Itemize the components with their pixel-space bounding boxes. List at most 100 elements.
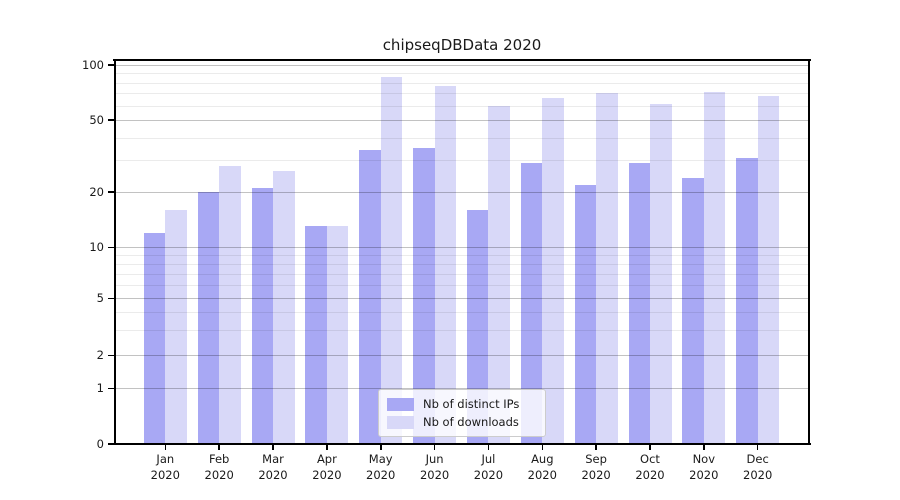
- bar-distinct-ips-aug: [520, 162, 543, 444]
- gridline-minor-60: [115, 105, 809, 107]
- x-tick-month: Apr: [316, 452, 337, 466]
- x-tick-mar: [272, 445, 274, 450]
- y-tick-label-10: 10: [89, 240, 104, 255]
- y-tick-2: [108, 354, 114, 357]
- gridline-minor-4: [115, 312, 809, 314]
- bar-downloads-aug: [542, 98, 564, 444]
- bar-distinct-ips-nov: [682, 177, 704, 444]
- x-tick-label-jan: Jan 2020: [134, 452, 196, 483]
- x-tick-year: 2020: [419, 467, 450, 482]
- legend-label-distinct-ips: Nb of distinct IPs: [423, 396, 520, 411]
- x-tick-label-apr: Apr 2020: [296, 452, 358, 483]
- bar-distinct-ips-feb: [197, 192, 220, 444]
- x-tick-jul: [487, 445, 490, 450]
- x-tick-month: Sep: [585, 452, 607, 466]
- x-tick-label-may: May 2020: [350, 452, 412, 483]
- legend-label-downloads: Nb of downloads: [423, 414, 519, 429]
- bars-layer: [115, 60, 809, 444]
- x-tick-year: 2020: [689, 467, 719, 482]
- gridline-minor-6: [115, 284, 809, 286]
- y-tick-20: [108, 191, 114, 193]
- x-tick-month: Nov: [692, 452, 716, 466]
- x-tick-year: 2020: [635, 467, 665, 482]
- y-tick-100: [108, 64, 114, 66]
- bar-downloads-may: [380, 77, 403, 444]
- y-tick-label-100: 100: [82, 58, 104, 72]
- bar-distinct-ips-apr: [305, 226, 327, 444]
- y-tick-1: [108, 387, 114, 390]
- bar-downloads-feb: [219, 165, 241, 444]
- gridline-major-5: [115, 298, 809, 300]
- x-tick-feb: [218, 445, 220, 450]
- x-tick-year: 2020: [473, 467, 504, 482]
- y-tick-label-20: 20: [89, 185, 104, 199]
- gridlines-layer: [115, 60, 809, 444]
- legend: Nb of distinct IPs Nb of downloads: [378, 389, 546, 437]
- gridline-minor-3: [115, 330, 809, 332]
- y-tick-10: [108, 246, 114, 249]
- y-tick-label-50: 50: [89, 113, 104, 127]
- gridline-minor-80: [115, 82, 809, 84]
- bar-downloads-mar: [273, 171, 295, 444]
- x-tick-month: Jun: [425, 452, 444, 466]
- bar-distinct-ips-mar: [251, 188, 273, 444]
- gridline-minor-30: [115, 160, 809, 162]
- x-tick-label-sep: Sep 2020: [565, 452, 627, 483]
- gridline-major-10: [115, 247, 809, 249]
- x-tick-month: Jul: [481, 452, 496, 466]
- x-tick-label-nov: Nov 2020: [673, 452, 735, 483]
- bar-distinct-ips-may: [359, 150, 381, 444]
- bottom-spine: [113, 443, 811, 445]
- y-tick-label-1: 1: [96, 381, 104, 396]
- bar-downloads-dec: [757, 95, 780, 444]
- legend-swatch-distinct-ips: [387, 397, 414, 411]
- x-tick-aug: [541, 445, 543, 450]
- legend-row-distinct-ips: Nb of distinct IPs: [387, 396, 537, 411]
- y-tick-label-2: 2: [96, 348, 104, 363]
- x-tick-oct: [649, 445, 651, 450]
- y-tick-label-0: 0: [96, 437, 104, 451]
- gridline-minor-7: [115, 273, 809, 275]
- legend-swatch-downloads: [387, 415, 414, 429]
- x-tick-month: Oct: [640, 452, 660, 466]
- x-tick-year: 2020: [204, 467, 234, 482]
- y-tick-50: [108, 119, 114, 121]
- bar-downloads-apr: [326, 226, 349, 444]
- x-tick-year: 2020: [366, 467, 396, 482]
- gridline-minor-70: [115, 93, 809, 95]
- bar-downloads-nov: [703, 92, 726, 444]
- x-tick-year: 2020: [258, 467, 288, 482]
- gridline-minor-90: [115, 73, 809, 75]
- x-tick-jun: [433, 445, 436, 450]
- x-tick-label-aug: Aug 2020: [511, 452, 573, 483]
- x-tick-may: [380, 445, 382, 450]
- gridline-minor-9: [115, 255, 809, 257]
- x-tick-label-jun: Jun 2020: [404, 452, 466, 483]
- gridline-major-50: [115, 120, 809, 122]
- x-tick-label-feb: Feb 2020: [188, 452, 250, 483]
- bar-downloads-oct: [650, 104, 672, 444]
- x-tick-label-jul: Jul 2020: [457, 452, 519, 483]
- bar-distinct-ips-oct: [628, 162, 650, 444]
- top-spine: [113, 59, 811, 61]
- x-tick-jan: [164, 445, 167, 450]
- x-tick-apr: [326, 445, 328, 450]
- x-tick-month: Dec: [746, 452, 769, 466]
- x-tick-year: 2020: [527, 467, 557, 482]
- right-spine: [808, 59, 810, 445]
- bar-downloads-sep: [596, 93, 618, 444]
- legend-row-downloads: Nb of downloads: [387, 414, 537, 429]
- x-tick-month: Mar: [262, 452, 284, 466]
- x-tick-year: 2020: [150, 467, 180, 482]
- x-tick-month: Aug: [531, 452, 554, 466]
- bar-distinct-ips-jun: [413, 148, 435, 444]
- x-tick-nov: [703, 445, 705, 450]
- x-tick-month: May: [368, 452, 393, 466]
- bar-distinct-ips-jan: [143, 232, 166, 444]
- gridline-major-20: [115, 192, 809, 194]
- x-tick-year: 2020: [312, 467, 342, 482]
- gridline-minor-8: [115, 263, 809, 265]
- x-tick-label-oct: Oct 2020: [619, 452, 681, 483]
- gridline-major-2: [115, 355, 809, 357]
